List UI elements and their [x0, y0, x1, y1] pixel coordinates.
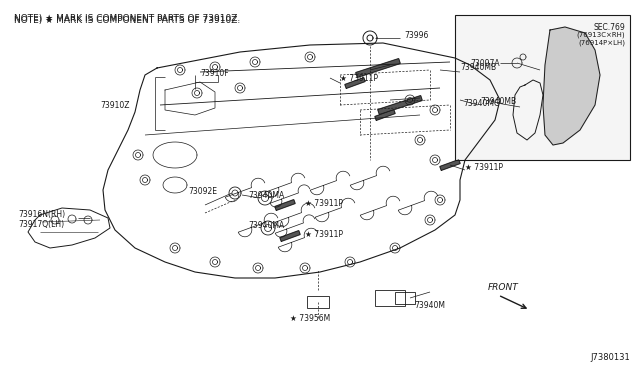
Text: 73940MC: 73940MC — [463, 99, 499, 108]
Polygon shape — [375, 110, 395, 120]
Text: ★ 73911P: ★ 73911P — [340, 74, 378, 83]
Text: 73916N(RH): 73916N(RH) — [18, 211, 65, 219]
Polygon shape — [378, 96, 422, 114]
Polygon shape — [356, 59, 400, 77]
Text: J7380131: J7380131 — [590, 353, 630, 362]
Text: ★ 73911P: ★ 73911P — [305, 230, 343, 238]
Text: (76914P×LH): (76914P×LH) — [578, 40, 625, 46]
Text: (76913C×RH): (76913C×RH) — [577, 32, 625, 38]
Text: NOTE) ★ MARK IS COMPONENT PARTS OF 73910Z.: NOTE) ★ MARK IS COMPONENT PARTS OF 73910… — [14, 14, 240, 23]
Text: FRONT: FRONT — [488, 283, 519, 292]
Text: 73097A: 73097A — [470, 58, 500, 67]
Polygon shape — [275, 200, 295, 210]
Text: ★ 73956M: ★ 73956M — [290, 314, 330, 323]
Text: 73940MB: 73940MB — [480, 97, 516, 106]
Text: NOTE) ★ MARK IS COMPONENT PARTS OF 73910Z.: NOTE) ★ MARK IS COMPONENT PARTS OF 73910… — [14, 16, 240, 25]
Bar — [455, 15, 630, 160]
Text: 73940MA: 73940MA — [248, 221, 284, 231]
Bar — [375, 290, 405, 306]
Text: 73092E: 73092E — [188, 187, 217, 196]
Polygon shape — [440, 160, 460, 170]
Bar — [395, 292, 415, 304]
Text: SEC.769: SEC.769 — [593, 23, 625, 32]
Text: ★ 73911P: ★ 73911P — [465, 163, 503, 171]
Text: 73917Q(LH): 73917Q(LH) — [18, 221, 64, 230]
Text: 73910F: 73910F — [200, 68, 228, 77]
Polygon shape — [543, 27, 600, 145]
Text: 73996: 73996 — [404, 32, 428, 41]
Text: 73940MB: 73940MB — [460, 64, 496, 73]
Polygon shape — [345, 78, 365, 88]
Text: 73940M: 73940M — [414, 301, 445, 310]
Text: ★ 73911P: ★ 73911P — [305, 199, 343, 208]
Bar — [307, 296, 329, 308]
Text: 73910Z: 73910Z — [100, 100, 129, 109]
Polygon shape — [280, 231, 300, 241]
Text: 73940MA: 73940MA — [248, 190, 284, 199]
